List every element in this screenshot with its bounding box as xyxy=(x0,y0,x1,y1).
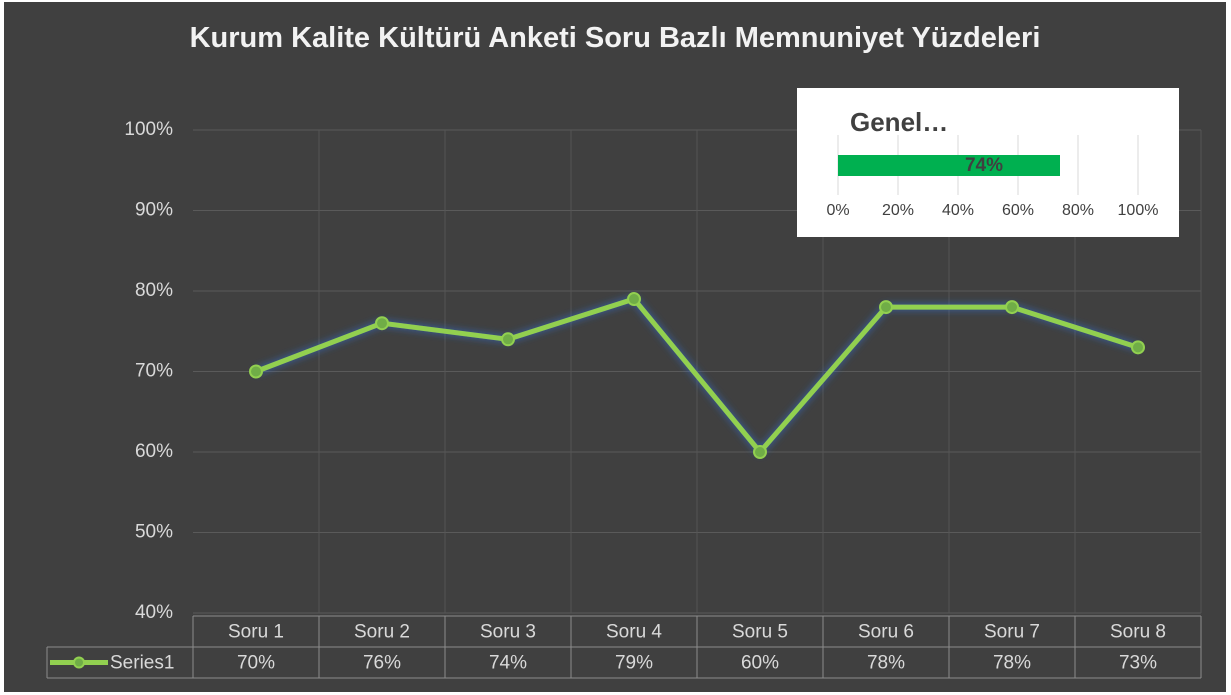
inset-x-tick-label: 40% xyxy=(942,202,974,219)
inset-title: Genel… xyxy=(850,107,948,137)
data-point xyxy=(753,445,767,459)
data-table-value: 76% xyxy=(363,653,401,674)
data-table-value: 70% xyxy=(237,653,275,674)
data-table-value: 74% xyxy=(489,653,527,674)
data-point xyxy=(879,300,893,315)
legend-label: Series1 xyxy=(110,653,174,674)
inset-x-tick-label: 60% xyxy=(1002,202,1034,219)
inset-bar xyxy=(838,155,1060,176)
y-tick-label: 80% xyxy=(135,280,173,301)
data-table-value: 73% xyxy=(1119,653,1157,674)
y-tick-label: 50% xyxy=(135,522,173,543)
inset-x-tick-label: 20% xyxy=(882,202,914,219)
x-tick-label: Soru 5 xyxy=(732,622,788,643)
data-point xyxy=(1131,340,1145,355)
x-tick-label: Soru 8 xyxy=(1110,622,1166,643)
data-point xyxy=(249,364,263,379)
x-tick-label: Soru 6 xyxy=(858,622,914,643)
inset-value-label: 74% xyxy=(965,155,1003,176)
data-point xyxy=(501,332,515,347)
data-table-value: 78% xyxy=(993,653,1031,674)
data-point xyxy=(1005,300,1019,315)
x-tick-label: Soru 4 xyxy=(606,622,662,643)
y-tick-label: 60% xyxy=(135,441,173,462)
inset-x-tick-label: 100% xyxy=(1118,202,1159,219)
x-tick-label: Soru 7 xyxy=(984,622,1040,643)
x-tick-label: Soru 2 xyxy=(354,622,410,643)
x-tick-label: Soru 1 xyxy=(228,622,284,643)
x-tick-label: Soru 3 xyxy=(480,622,536,643)
y-tick-label: 90% xyxy=(135,200,173,221)
data-table-value: 78% xyxy=(867,653,905,674)
data-table-value: 60% xyxy=(741,653,779,674)
chart-title: Kurum Kalite Kültürü Anketi Soru Bazlı M… xyxy=(189,22,1041,54)
legend-marker xyxy=(73,656,85,669)
y-tick-label: 70% xyxy=(135,361,173,382)
data-point xyxy=(627,292,641,307)
series-line xyxy=(255,296,1139,455)
y-tick-label: 100% xyxy=(124,119,173,140)
inset-x-tick-label: 80% xyxy=(1062,202,1094,219)
inset-x-tick-label: 0% xyxy=(826,202,849,219)
data-point xyxy=(375,316,389,331)
data-table-value: 79% xyxy=(615,653,653,674)
y-tick-label: 40% xyxy=(135,602,173,623)
